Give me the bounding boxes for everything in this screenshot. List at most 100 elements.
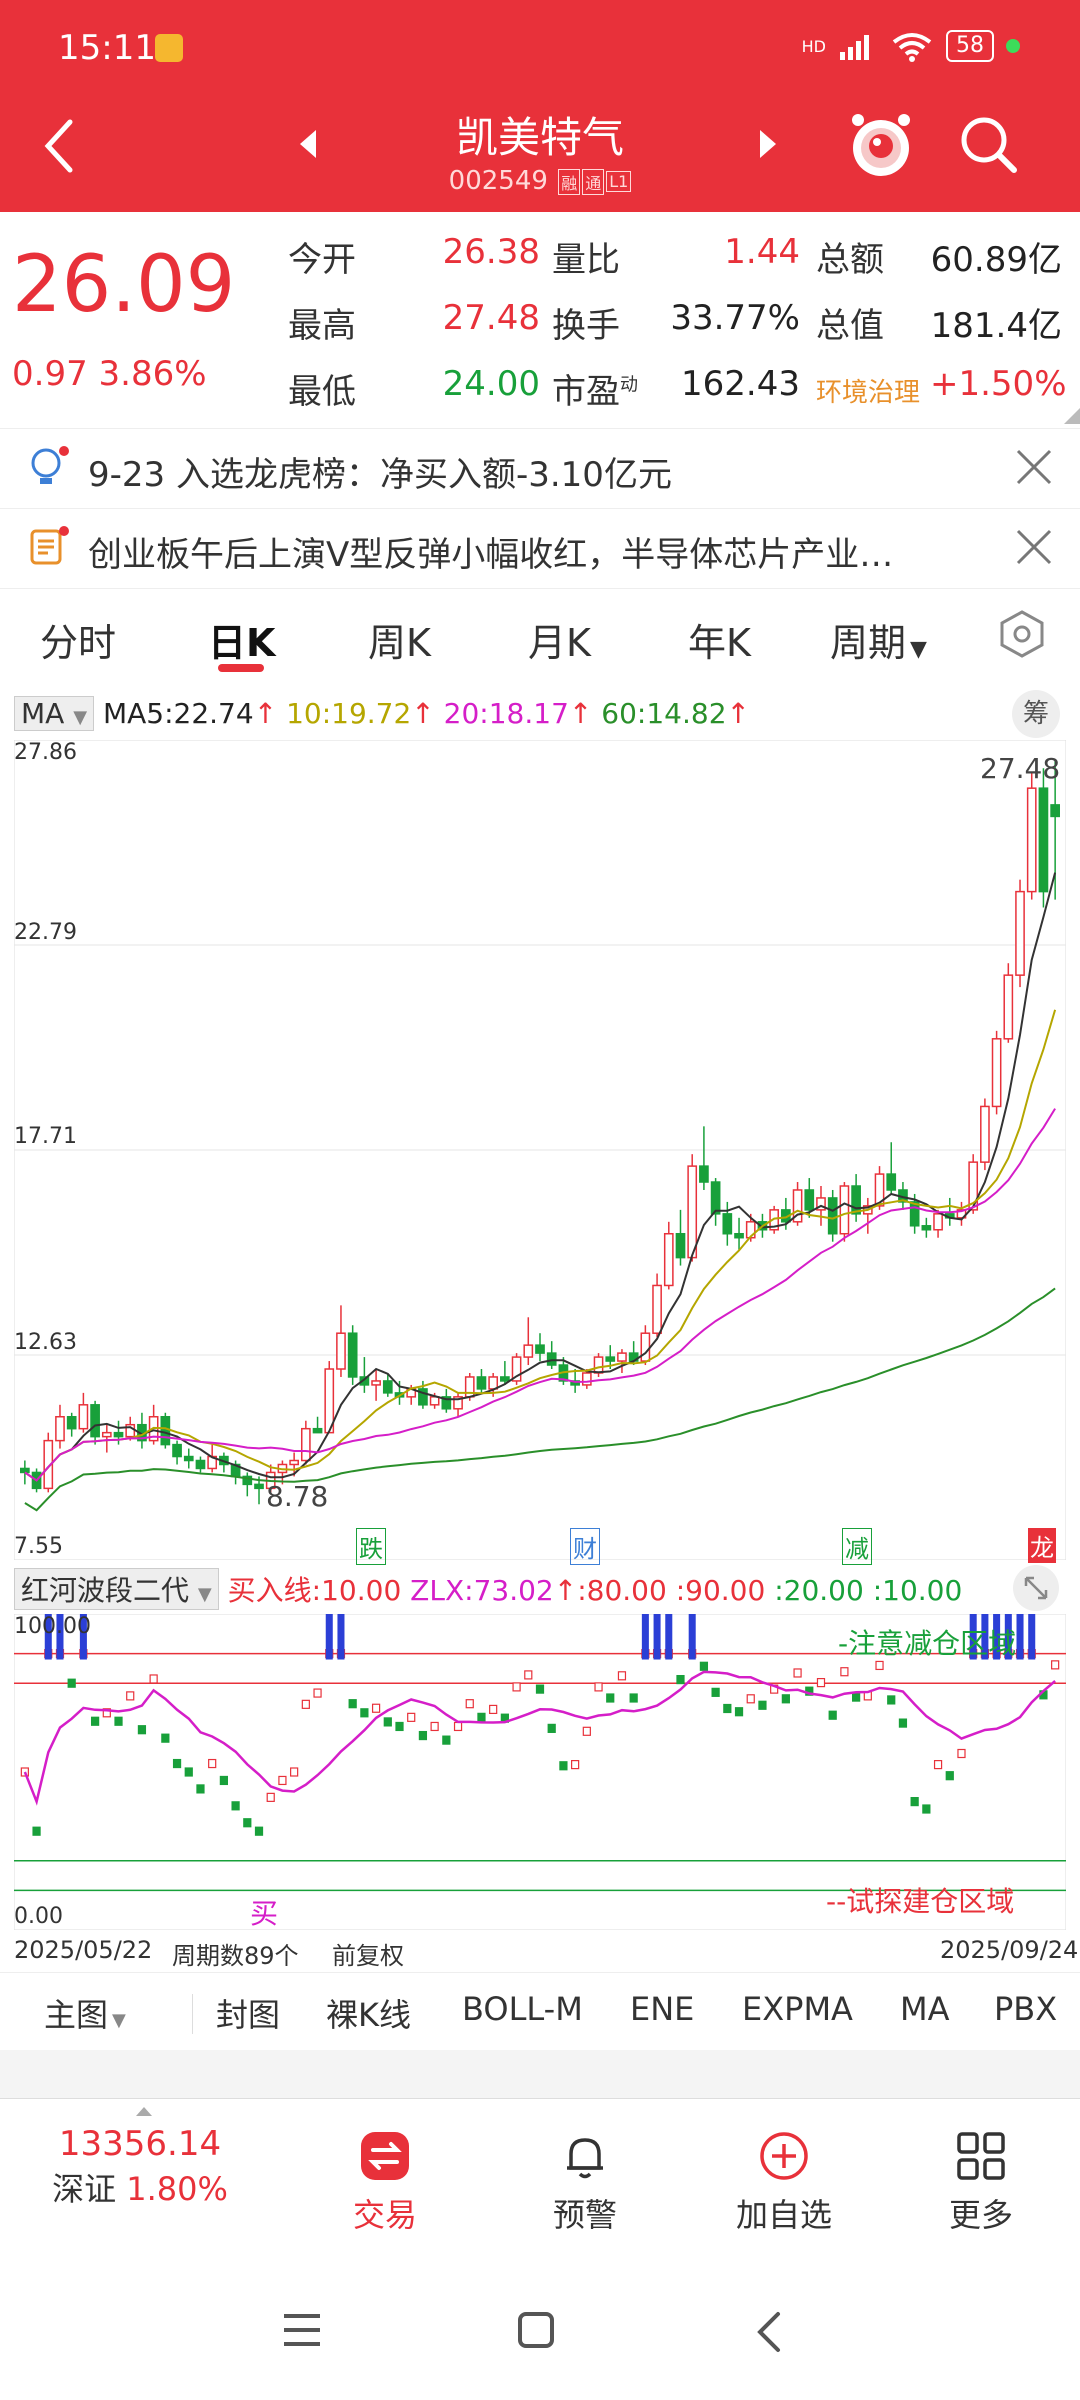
nav-more[interactable]: 更多 [926, 2130, 1036, 2236]
oscillator-bar [746, 1694, 755, 1704]
range-start-date: 2025/05/22 [14, 1936, 153, 1964]
oscillator-bar [172, 1758, 182, 1769]
indicator-tab-seal[interactable]: 封图 [216, 1996, 281, 2034]
nav-add-watchlist[interactable]: 加自选 [716, 2130, 852, 2236]
notice-dragon-tiger[interactable]: 9-23 入选龙虎榜：净买入额-3.10亿元 [0, 428, 1080, 507]
candle-body [581, 1372, 592, 1386]
tab-intraday[interactable]: 分时 [40, 621, 117, 665]
high-label: 最高 [288, 306, 356, 346]
oscillator-bar [512, 1682, 521, 1692]
indicator-selector[interactable]: 红河波段二代 ▼ [14, 1568, 219, 1610]
tab-yearly-k[interactable]: 年K [688, 621, 751, 665]
candle-body [511, 1356, 522, 1382]
divider [192, 1994, 193, 2034]
ma-selector[interactable]: MA ▼ [14, 696, 95, 731]
event-marker-dragon[interactable]: 龙 [1028, 1528, 1056, 1563]
corner-expand-icon[interactable] [1064, 408, 1080, 424]
indicator-tab-ene[interactable]: ENE [630, 1990, 695, 2028]
prev-triangle-icon[interactable] [296, 128, 320, 160]
tab-weekly-k[interactable]: 周K [368, 621, 431, 665]
nav-alert[interactable]: 预警 [530, 2130, 640, 2236]
pe-label-sup: 动 [620, 374, 638, 396]
candle-body [160, 1415, 171, 1446]
candle-body [172, 1443, 182, 1458]
candlestick-chart[interactable] [14, 740, 1066, 1560]
mascot-icon[interactable] [848, 108, 914, 182]
turnover-label: 换手 [552, 306, 620, 346]
tab-monthly-k[interactable]: 月K [528, 621, 591, 665]
grid-icon [957, 2132, 1005, 2180]
oscillator-bar [582, 1726, 591, 1736]
oscillator-bar [360, 1708, 369, 1718]
index-value: 13356.14 [58, 2124, 222, 2164]
wifi-icon [892, 33, 932, 62]
oscillator-bar [278, 1775, 287, 1786]
chips-button[interactable]: 筹 [1012, 690, 1060, 738]
nav-trade[interactable]: 交易 [330, 2130, 440, 2236]
sector-label[interactable]: 环境治理 [816, 378, 921, 408]
up-arrow-icon: ↑ [568, 697, 593, 730]
oscillator-bar [348, 1699, 357, 1709]
menu-icon[interactable] [280, 2310, 324, 2350]
event-marker-finance[interactable]: 财 [570, 1528, 600, 1565]
close-icon[interactable] [1014, 527, 1054, 567]
volume-ratio-value: 1.44 [724, 232, 800, 272]
event-marker-drop[interactable]: 跌 [356, 1528, 386, 1565]
oscillator-bar [781, 1694, 790, 1704]
main-chart-dropdown[interactable]: 主图 ▼ [44, 1996, 126, 2034]
market-cap-value: 181.4亿 [930, 306, 1062, 346]
indicator-tab-ma[interactable]: MA [900, 1990, 950, 2028]
search-icon[interactable] [956, 112, 1020, 176]
candle-body [535, 1344, 545, 1354]
reduce-signal-bar [79, 1614, 87, 1660]
indicator-tab-pbx[interactable]: PBX [994, 1990, 1058, 2028]
badge-connect: 通 [582, 168, 605, 195]
pe-value: 162.43 [681, 364, 800, 404]
adjust-mode[interactable]: 前复权 [332, 1942, 404, 1970]
price-axis-label: 7.55 [14, 1534, 63, 1559]
period-count: 周期数89个 [172, 1942, 299, 1970]
status-icons: HD 58 [802, 30, 1020, 62]
oscillator-bar [161, 1733, 170, 1743]
candle-body [874, 1173, 885, 1207]
indicator-tab-boll[interactable]: BOLL-M [462, 1990, 583, 2028]
notice-news[interactable]: 创业板午后上演V型反弹小幅收红，半导体芯片产业… [0, 508, 1080, 587]
candle-body [289, 1459, 299, 1466]
candle-body [734, 1232, 744, 1239]
oscillator-bar [290, 1767, 299, 1777]
indicator-tab-naked-k[interactable]: 裸K线 [326, 1996, 411, 2034]
indicator-chart[interactable] [14, 1614, 1066, 1930]
sector-value[interactable]: +1.50% [930, 364, 1067, 404]
oscillator-bar [524, 1670, 533, 1680]
candle-body [113, 1431, 124, 1438]
reduce-signal-bar [1004, 1614, 1012, 1660]
ma5-line [24, 872, 1057, 1482]
up-arrow-icon: ↑ [726, 697, 750, 730]
change-percent: 3.86% [98, 354, 207, 394]
candle-body [359, 1376, 370, 1386]
next-triangle-icon[interactable] [756, 128, 780, 160]
oscillator-bar [254, 1826, 264, 1836]
tab-period[interactable]: 周期 ▼ [830, 621, 927, 665]
indicator-tab-expma[interactable]: EXPMA [742, 1990, 853, 2028]
oscillator-bar [418, 1730, 428, 1741]
close-icon[interactable] [1014, 447, 1054, 487]
candle-body [300, 1427, 311, 1462]
index-widget[interactable]: 13356.14 深证 1.80% [40, 2124, 240, 2210]
candle-body [546, 1352, 557, 1366]
home-icon[interactable] [516, 2310, 556, 2350]
back-arrow-icon[interactable] [40, 116, 80, 176]
back-nav-icon[interactable] [752, 2310, 784, 2354]
oscillator-bar [957, 1748, 966, 1759]
oscillator-bar [371, 1703, 381, 1713]
candle-body [523, 1344, 534, 1358]
candle-body [921, 1225, 932, 1231]
active-tab-indicator [218, 664, 264, 672]
range-end-date: 2025/09/24 [940, 1936, 1079, 1964]
expand-icon[interactable] [1012, 1564, 1060, 1612]
reduce-signal-bar [337, 1614, 345, 1660]
tab-daily-k[interactable]: 日K [208, 621, 276, 665]
event-marker-reduce[interactable]: 减 [842, 1528, 872, 1565]
reduce-signal-bar [44, 1614, 52, 1660]
settings-hex-icon[interactable] [996, 608, 1048, 660]
